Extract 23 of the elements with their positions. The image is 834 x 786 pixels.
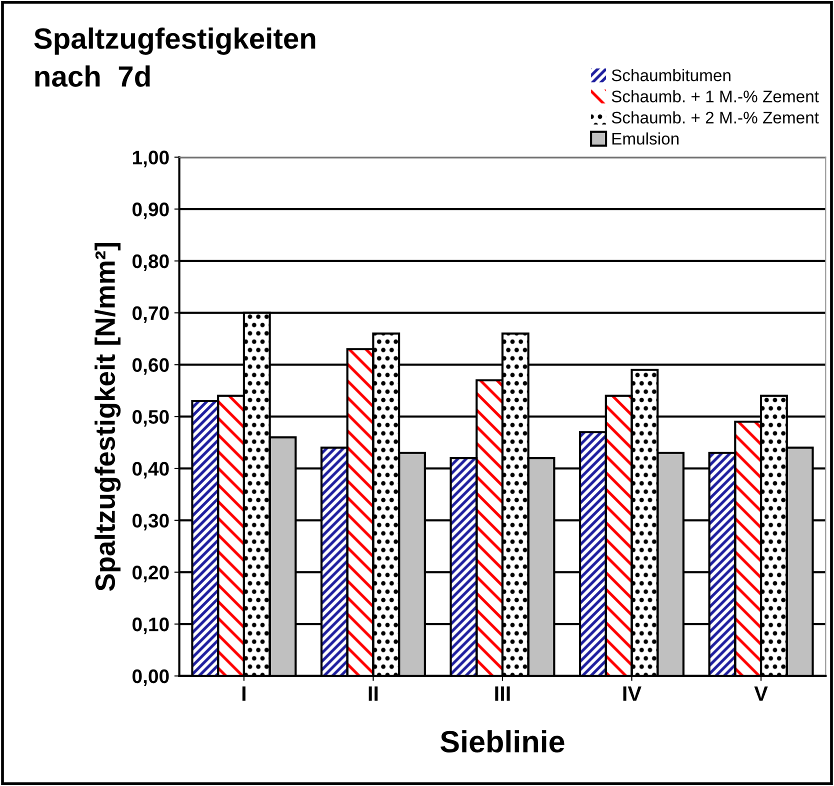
y-tick-label: 0,40 — [132, 462, 169, 479]
legend-label: Emulsion — [612, 132, 679, 145]
x-tick-label: IV — [623, 686, 642, 701]
legend-label: Schaumb. + 1 M.-% Zement — [612, 90, 819, 102]
y-tick-label: 1,00 — [132, 150, 169, 168]
x-tick-label: II — [368, 686, 378, 701]
y-tick-label: 0,00 — [132, 669, 169, 686]
x-tick-label: I — [242, 686, 246, 701]
y-tick-label: 0,30 — [132, 514, 169, 530]
y-tick-label: 0,10 — [132, 618, 169, 634]
y-tick-label: 0,90 — [132, 202, 169, 220]
y-axis-title: Spaltzugfestigkeit [N/mm²] — [94, 242, 121, 591]
x-axis-title: Sieblinie — [440, 730, 564, 753]
x-tick-label: III — [495, 686, 510, 701]
legend-label: Schaumb. + 2 M.-% Zement — [612, 111, 819, 124]
y-tick-label: 0,70 — [132, 306, 169, 323]
y-tick-label: 0,20 — [132, 566, 169, 582]
y-tick-label: 0,80 — [132, 254, 169, 272]
y-tick-label: 0,60 — [132, 358, 169, 375]
legend-label: Schaumbitumen — [612, 69, 730, 82]
y-tick-label: 0,50 — [132, 410, 169, 427]
chart-title: Spaltzugfestigkeiten nach 7d — [34, 28, 316, 87]
x-tick-label: V — [754, 686, 768, 701]
